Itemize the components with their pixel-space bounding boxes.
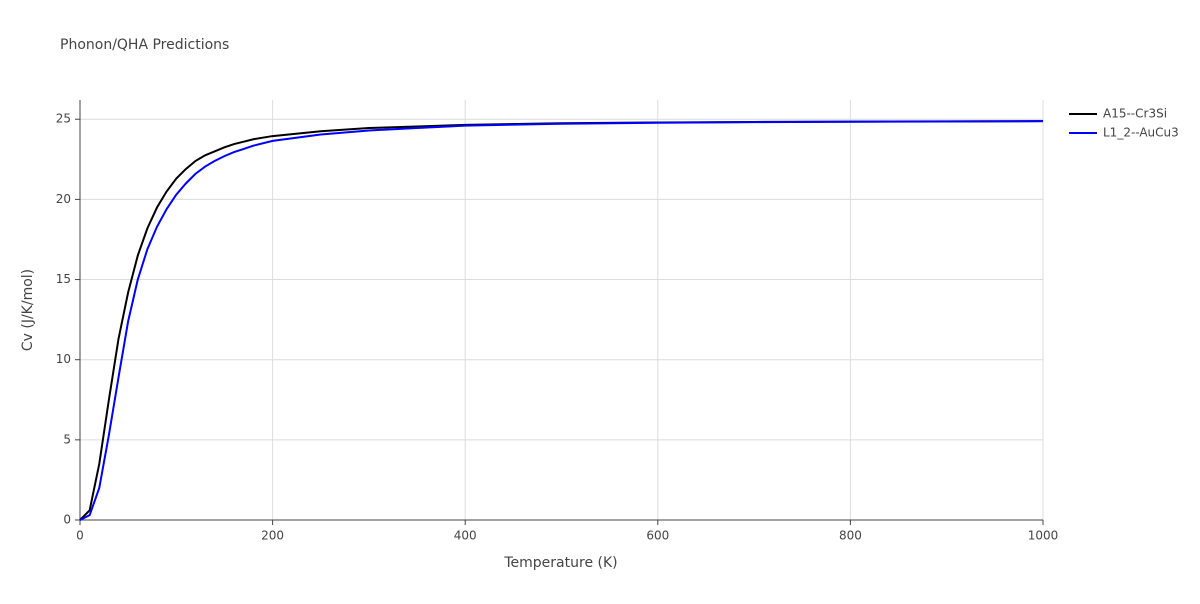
x-tick-label: 1000 xyxy=(1028,529,1059,543)
y-tick-label: 25 xyxy=(56,112,71,126)
y-tick-label: 5 xyxy=(63,432,71,446)
y-tick-label: 20 xyxy=(56,192,71,206)
y-tick-label: 10 xyxy=(56,352,71,366)
x-tick-label: 200 xyxy=(261,529,284,543)
x-tick-label: 800 xyxy=(839,529,862,543)
x-tick-label: 600 xyxy=(646,529,669,543)
x-axis-label: Temperature (K) xyxy=(503,555,617,571)
y-tick-label: 15 xyxy=(56,272,71,286)
data-line xyxy=(79,120,1044,521)
y-axis-label: Cv (J/K/mol) xyxy=(20,269,36,351)
chart-title: Phonon/QHA Predictions xyxy=(60,37,229,53)
x-tick-label: 0 xyxy=(76,529,84,543)
data-line xyxy=(79,120,1044,521)
legend-label[interactable]: L1_2--AuCu3 xyxy=(1103,126,1179,140)
legend-label[interactable]: A15--Cr3Si xyxy=(1103,107,1167,121)
x-tick-label: 400 xyxy=(454,529,477,543)
y-tick-label: 0 xyxy=(63,513,71,527)
